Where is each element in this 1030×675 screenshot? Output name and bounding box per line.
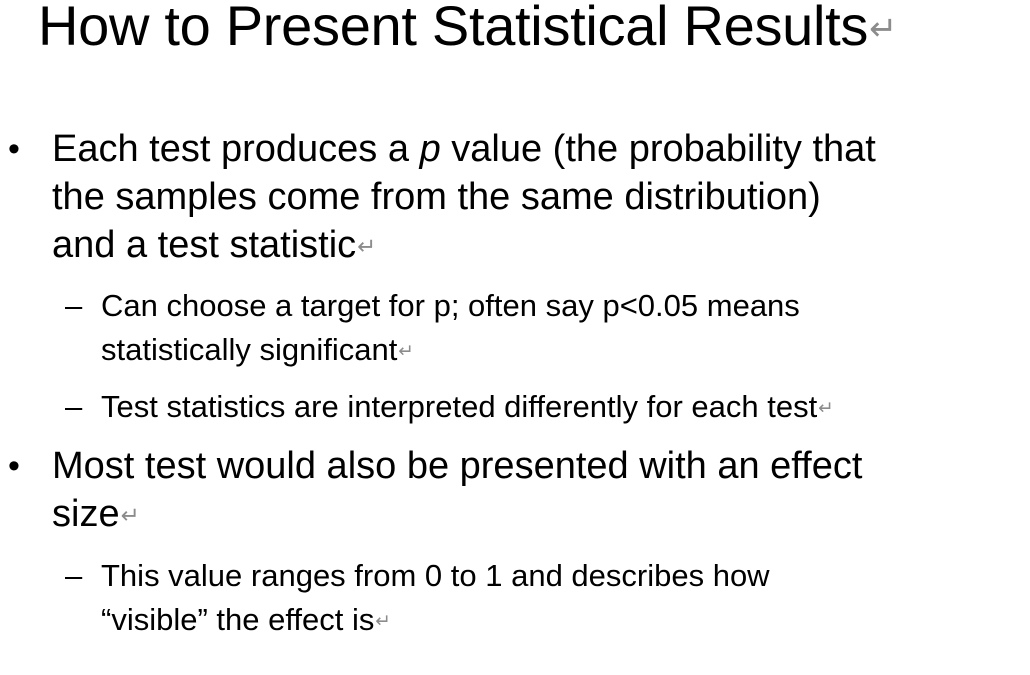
sub-bullet-marker: – (65, 558, 83, 593)
paragraph-mark-icon: ↵ (869, 10, 897, 48)
bullet-marker: • (8, 447, 20, 485)
bullet-text: value (the probability that (440, 128, 876, 170)
bullet-text: and a test statistic (52, 224, 357, 266)
sub-bullet-marker: – (65, 389, 83, 424)
bullet-text: Each test produces a (52, 128, 420, 170)
bullet-line: and a test statistic↵ (52, 221, 1022, 270)
paragraph-mark-icon: ↵ (818, 397, 834, 419)
paragraph-mark-icon: ↵ (398, 340, 414, 362)
sub-bullet-item-value-range: – This value ranges from 0 to 1 and desc… (65, 554, 1001, 643)
paragraph-mark-icon: ↵ (375, 610, 391, 632)
sub-bullet-line: This value ranges from 0 to 1 and descri… (101, 558, 770, 593)
slide-title-text: How to Present Statistical Results (38, 0, 869, 57)
bullet-text: size (52, 493, 120, 535)
bullet-line: the samples come from the same distribut… (52, 176, 821, 218)
sub-bullet-line: statistically significant↵ (101, 328, 1001, 373)
paragraph-mark-icon: ↵ (120, 501, 140, 528)
bullet-line: Each test produces a p value (the probab… (52, 125, 1022, 173)
bullet-item-p-value: • Each test produces a p value (the prob… (8, 125, 1022, 270)
paragraph-mark-icon: ↵ (357, 232, 377, 259)
sub-bullet-line: “visible” the effect is↵ (101, 598, 1001, 643)
sub-bullet-marker: – (65, 288, 83, 323)
bullet-item-effect-size: • Most test would also be presented with… (8, 442, 1022, 539)
sub-bullet-line: Test statistics are interpreted differen… (101, 385, 1001, 430)
bullet-marker: • (8, 130, 20, 168)
sub-bullet-text: “visible” the effect is (101, 602, 375, 637)
slide-title: How to Present Statistical Results↵ (38, 0, 897, 62)
bullet-line: Most test would also be presented with a… (52, 445, 863, 487)
bullet-line: size↵ (52, 490, 1022, 539)
sub-bullet-line: Can choose a target for p; often say p<0… (101, 288, 800, 323)
sub-bullet-item-test-statistics: – Test statistics are interpreted differ… (65, 385, 1001, 430)
sub-bullet-text: Test statistics are interpreted differen… (101, 389, 818, 424)
sub-bullet-item-target: – Can choose a target for p; often say p… (65, 284, 1001, 373)
sub-bullet-text: statistically significant (101, 332, 398, 367)
bullet-text-italic: p (419, 128, 441, 170)
